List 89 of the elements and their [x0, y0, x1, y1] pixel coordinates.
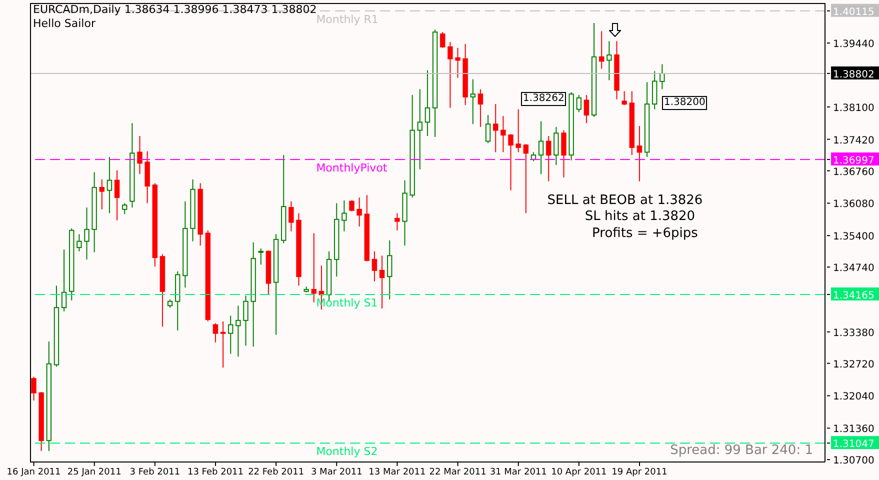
candlestick	[576, 94, 582, 113]
y-tick-label: 1.31360	[833, 424, 874, 436]
x-tick-label: 13 Feb 2011	[187, 467, 244, 478]
candlestick	[258, 248, 264, 266]
text: Hello Sailor	[33, 17, 96, 30]
x-tick-label: 22 Mar 2011	[429, 467, 486, 478]
candlestick	[554, 126, 559, 166]
candlestick	[144, 150, 150, 204]
candlestick	[636, 125, 642, 182]
candlestick	[288, 200, 294, 232]
candlestick	[523, 144, 528, 214]
y-tick-label: 1.36760	[833, 166, 874, 178]
candlestick	[31, 376, 36, 402]
x-tick-label: 3 Feb 2011	[130, 467, 180, 478]
candlestick	[485, 114, 491, 144]
candlestick	[106, 156, 112, 214]
x-tick-label: 10 Apr 2011	[551, 467, 607, 478]
candlestick	[349, 200, 354, 212]
candlestick	[546, 135, 552, 182]
candlestick	[356, 196, 362, 228]
candlestick	[455, 47, 460, 78]
y-tick-label: 1.33380	[833, 328, 874, 339]
annotation: 1.38200	[662, 96, 708, 110]
candlestick	[84, 206, 90, 260]
candlestick	[61, 248, 67, 312]
candlestick	[538, 120, 544, 175]
candlestick	[424, 70, 430, 136]
x-tick-label: 3 Mar 2011	[310, 467, 362, 478]
candlestick	[228, 315, 234, 354]
candlestick	[652, 70, 658, 110]
x-tick-label: 16 Jan 2011	[6, 467, 61, 478]
candlestick	[493, 104, 498, 153]
candlestick	[470, 78, 476, 125]
candlestick	[584, 94, 590, 124]
ref-line-label: MonthlyPivot	[316, 161, 388, 174]
candlestick	[311, 232, 316, 303]
candlestick	[236, 305, 241, 358]
candlestick	[99, 178, 104, 210]
y-tick-label: 1.36080	[833, 199, 874, 210]
y-tick-label: 1.34165	[833, 290, 874, 302]
y-tick-label: 1.35400	[833, 232, 874, 243]
annotation: 1.38262	[521, 92, 566, 106]
x-tick-label: 25 Jan 2011	[67, 467, 122, 478]
candlestick	[561, 130, 566, 178]
y-tick-label: 1.38802	[833, 69, 874, 80]
candlestick	[76, 234, 82, 252]
candlestick	[417, 88, 422, 170]
x-tick-label: 22 Feb 2011	[248, 467, 304, 478]
y-tick-label: 1.38100	[833, 102, 874, 114]
candlestick	[394, 212, 400, 231]
candlestick	[599, 30, 604, 70]
y-tick-label: 1.40115	[833, 6, 874, 18]
candlestick	[137, 135, 142, 175]
candlestick	[500, 115, 506, 153]
y-tick-label: 1.36997	[833, 155, 874, 166]
chart-title: EURCADm,Daily 1.38634 1.38996 1.38473 1.38802	[33, 3, 317, 16]
annotation: Profits = +6pips	[592, 226, 698, 241]
candlestick	[478, 88, 484, 128]
candlestick	[440, 32, 446, 48]
candlestick	[220, 320, 226, 368]
candlestick	[379, 255, 385, 310]
candlestick	[606, 40, 612, 81]
annotation: SL hits at 1.3820	[584, 209, 696, 224]
y-tick-label: 1.32040	[833, 392, 874, 403]
annotation: SELL at BEOB at 1.3826	[547, 193, 703, 208]
candlestick	[342, 200, 347, 232]
candlestick	[622, 90, 627, 106]
ref-line-label: Monthly R1	[316, 12, 378, 26]
y-tick-label: 1.37420	[833, 135, 874, 146]
candlestick	[114, 170, 120, 221]
candlestick	[387, 240, 392, 300]
y-tick-label: 1.32720	[833, 359, 874, 370]
annotation: Spread: 99 Bar 240: 1	[670, 443, 813, 458]
candlestick	[243, 295, 248, 346]
candlestick	[372, 250, 378, 282]
candlestick	[660, 64, 665, 90]
candlestick	[212, 322, 218, 343]
x-tick-label: 13 Mar 2011	[368, 467, 426, 478]
candlestick	[516, 108, 521, 153]
y-tick-label: 1.30700	[833, 456, 874, 467]
x-tick-label: 19 Apr 2011	[612, 467, 668, 478]
x-tick-label: 31 Mar 2011	[490, 467, 547, 478]
y-tick-label: 1.31047	[833, 439, 874, 450]
ref-line-label: Monthly S2	[316, 445, 378, 458]
candlestick	[122, 202, 128, 215]
candlestick	[448, 42, 453, 108]
y-tick-label: 1.39440	[833, 39, 874, 50]
candlestick	[508, 134, 514, 191]
y-tick-label: 1.34740	[833, 263, 874, 274]
